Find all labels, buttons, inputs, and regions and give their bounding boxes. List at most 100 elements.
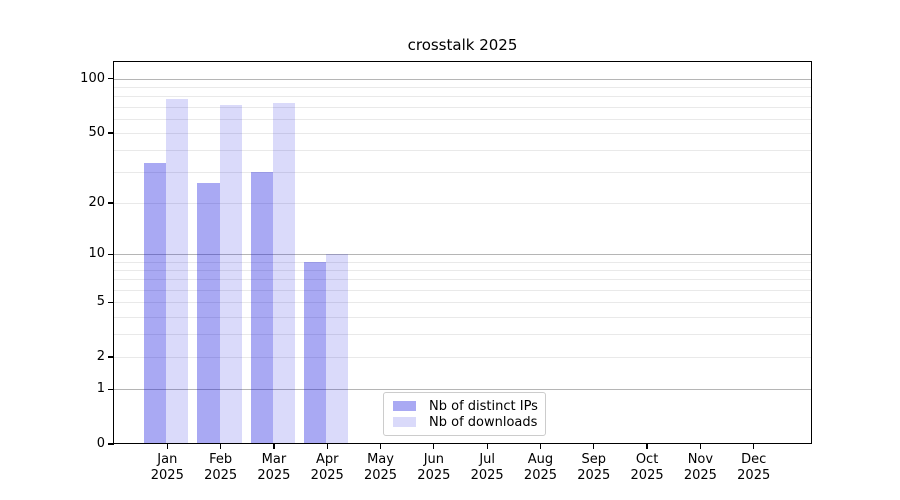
x-tick-oct — [646, 444, 648, 449]
x-tick-label-apr: Apr 2025 — [296, 452, 358, 484]
y-tick-5 — [108, 301, 114, 303]
legend-label-downloads: Nb of downloads — [429, 414, 538, 430]
month-label: Aug — [527, 452, 554, 467]
gridline-minor-30 — [114, 172, 811, 174]
gridline-minor-20 — [114, 203, 811, 205]
x-tick-dec — [753, 444, 755, 449]
month-label: Apr — [315, 452, 339, 467]
legend-item-distinct-ips: Nb of distinct IPs — [393, 398, 538, 414]
x-tick-label-mar: Mar 2025 — [243, 452, 305, 484]
year-label: 2025 — [150, 468, 184, 483]
year-label: 2025 — [683, 468, 717, 483]
bar-mar-nb-of-distinct-ips — [250, 172, 273, 444]
year-label: 2025 — [310, 468, 344, 483]
gridline-minor-8 — [114, 270, 811, 272]
x-tick-label-oct: Oct 2025 — [616, 452, 678, 484]
year-label: 2025 — [257, 468, 291, 483]
x-tick-nov — [699, 444, 702, 449]
y-tick-100 — [108, 78, 114, 80]
gridline-major-10 — [114, 254, 811, 256]
x-tick-label-sep: Sep 2025 — [563, 452, 625, 484]
year-label: 2025 — [363, 468, 398, 483]
y-tick-label-0: 0 — [96, 436, 105, 451]
x-tick-feb — [219, 444, 222, 449]
y-tick-1 — [108, 388, 114, 390]
gridline-minor-60 — [114, 118, 811, 120]
month-label: Mar — [261, 452, 287, 467]
gridline-minor-90 — [114, 87, 811, 89]
y-tick-20 — [108, 202, 114, 204]
bar-jan-nb-of-downloads — [166, 99, 189, 444]
legend-label-distinct-ips: Nb of distinct IPs — [429, 398, 538, 414]
month-label: Jul — [479, 452, 495, 467]
y-tick-label-2: 2 — [96, 349, 105, 365]
month-label: May — [367, 452, 394, 467]
month-label: Nov — [687, 452, 714, 467]
bar-apr-nb-of-distinct-ips — [303, 261, 327, 444]
y-tick-10 — [108, 253, 114, 255]
month-label: Jan — [157, 452, 178, 467]
gridline-minor-7 — [114, 279, 811, 281]
legend: Nb of distinct IPs Nb of downloads — [383, 392, 546, 436]
legend-item-downloads: Nb of downloads — [393, 414, 538, 430]
gridline-minor-2 — [114, 357, 811, 359]
x-tick-jul — [486, 444, 488, 449]
x-tick-apr — [326, 444, 328, 449]
y-tick-2 — [108, 356, 114, 358]
x-tick-label-may: May 2025 — [350, 452, 412, 484]
year-label: 2025 — [577, 468, 611, 483]
gridline-minor-6 — [114, 290, 811, 292]
y-tick-0 — [108, 443, 114, 445]
y-tick-label-10: 10 — [88, 246, 105, 262]
month-label: Feb — [209, 452, 233, 467]
gridline-minor-50 — [114, 132, 811, 134]
x-tick-mar — [273, 444, 275, 449]
bar-feb-nb-of-distinct-ips — [197, 183, 220, 444]
x-tick-label-feb: Feb 2025 — [190, 452, 252, 484]
bar-feb-nb-of-downloads — [219, 104, 242, 444]
x-tick-label-dec: Dec 2025 — [723, 452, 785, 484]
y-tick-label-50: 50 — [88, 124, 105, 140]
gridline-minor-5 — [114, 302, 811, 304]
chart-title: crosstalk 2025 — [407, 36, 518, 54]
month-label: Dec — [741, 452, 767, 467]
x-tick-label-nov: Nov 2025 — [669, 452, 731, 484]
x-tick-sep — [593, 444, 595, 449]
x-tick-label-jan: Jan 2025 — [136, 452, 198, 484]
month-label: Jun — [423, 452, 444, 467]
gridline-minor-80 — [114, 96, 811, 98]
x-tick-jun — [433, 444, 435, 449]
gridline-minor-4 — [114, 316, 811, 318]
legend-swatch-distinct-ips — [393, 401, 416, 411]
year-label: 2025 — [523, 468, 558, 483]
month-label: Oct — [635, 452, 659, 467]
month-label: Sep — [581, 452, 607, 467]
gridline-minor-9 — [114, 261, 811, 263]
y-tick-label-5: 5 — [96, 294, 105, 310]
year-label: 2025 — [417, 468, 451, 483]
gridline-major-100 — [114, 78, 811, 80]
year-label: 2025 — [204, 468, 238, 483]
year-label: 2025 — [737, 468, 771, 483]
y-tick-label-1: 1 — [96, 381, 105, 397]
gridline-minor-40 — [114, 150, 811, 152]
bar-jan-nb-of-distinct-ips — [143, 162, 167, 444]
x-tick-jan — [166, 444, 168, 449]
gridline-minor-3 — [114, 334, 811, 336]
x-tick-label-aug: Aug 2025 — [509, 452, 571, 484]
gridline-major-1 — [114, 389, 811, 391]
gridline-minor-70 — [114, 106, 811, 108]
y-tick-label-100: 100 — [80, 70, 105, 86]
x-tick-label-jun: Jun 2025 — [403, 452, 465, 484]
x-tick-label-jul: Jul 2025 — [456, 452, 518, 484]
y-tick-label-20: 20 — [88, 195, 105, 211]
year-label: 2025 — [470, 468, 504, 483]
x-tick-aug — [539, 444, 542, 449]
x-tick-may — [379, 444, 382, 449]
y-tick-50 — [108, 132, 114, 134]
year-label: 2025 — [630, 468, 664, 483]
bar-mar-nb-of-downloads — [272, 103, 296, 444]
bar-apr-nb-of-downloads — [326, 254, 349, 444]
